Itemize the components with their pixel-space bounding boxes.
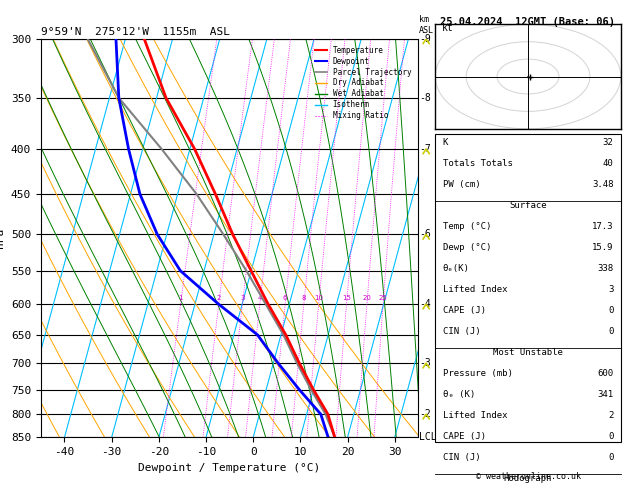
Text: -7: -7 [419,144,431,154]
Text: Lifted Index: Lifted Index [443,285,507,294]
Text: km
ASL: km ASL [419,16,434,35]
Text: θₑ (K): θₑ (K) [443,390,475,399]
Text: -2: -2 [419,409,431,419]
Y-axis label: hPa: hPa [0,228,6,248]
Text: 6: 6 [283,295,287,301]
Text: 40: 40 [603,159,613,168]
Text: Most Unstable: Most Unstable [493,348,563,357]
Text: 0: 0 [608,453,613,462]
Text: CIN (J): CIN (J) [443,453,481,462]
Text: PW (cm): PW (cm) [443,180,481,189]
Text: 25.04.2024  12GMT (Base: 06): 25.04.2024 12GMT (Base: 06) [440,17,615,27]
Text: © weatheronline.co.uk: © weatheronline.co.uk [476,472,581,481]
Text: kt: kt [442,23,454,33]
Text: Dewp (°C): Dewp (°C) [443,243,491,252]
Text: -8: -8 [419,93,431,103]
Text: 3: 3 [608,285,613,294]
Text: 10: 10 [314,295,323,301]
Text: CIN (J): CIN (J) [443,327,481,336]
Text: 2: 2 [216,295,221,301]
Text: Totals Totals: Totals Totals [443,159,513,168]
Text: 4: 4 [258,295,262,301]
Text: -6: -6 [419,229,431,239]
Text: 0: 0 [608,432,613,441]
Text: 338: 338 [598,264,613,273]
X-axis label: Dewpoint / Temperature (°C): Dewpoint / Temperature (°C) [138,463,321,473]
Text: -9: -9 [419,34,431,44]
Text: -3: -3 [419,358,431,368]
Text: Surface: Surface [509,201,547,210]
Legend: Temperature, Dewpoint, Parcel Trajectory, Dry Adiabat, Wet Adiabat, Isotherm, Mi: Temperature, Dewpoint, Parcel Trajectory… [312,43,415,123]
Text: 25: 25 [379,295,387,301]
Text: LCL: LCL [419,433,437,442]
Text: 0: 0 [608,306,613,315]
Text: Mixing Ratio (g/kg): Mixing Ratio (g/kg) [437,191,445,286]
Text: -4: -4 [419,299,431,309]
Text: 1: 1 [178,295,183,301]
Text: Hodograph: Hodograph [504,474,552,483]
Text: 0: 0 [608,327,613,336]
Text: K: K [443,139,448,147]
Text: 8: 8 [301,295,306,301]
Text: Pressure (mb): Pressure (mb) [443,369,513,378]
Text: 15: 15 [342,295,351,301]
Text: Temp (°C): Temp (°C) [443,222,491,231]
Text: 3.48: 3.48 [592,180,613,189]
Text: Lifted Index: Lifted Index [443,411,507,420]
Text: 9°59'N  275°12'W  1155m  ASL: 9°59'N 275°12'W 1155m ASL [41,27,230,37]
Text: 20: 20 [362,295,371,301]
Text: 600: 600 [598,369,613,378]
Text: θₑ(K): θₑ(K) [443,264,470,273]
Text: 32: 32 [603,139,613,147]
Text: 15.9: 15.9 [592,243,613,252]
Text: 2: 2 [608,411,613,420]
Text: CAPE (J): CAPE (J) [443,306,486,315]
Text: 341: 341 [598,390,613,399]
Text: 17.3: 17.3 [592,222,613,231]
Text: CAPE (J): CAPE (J) [443,432,486,441]
Text: 3: 3 [240,295,245,301]
